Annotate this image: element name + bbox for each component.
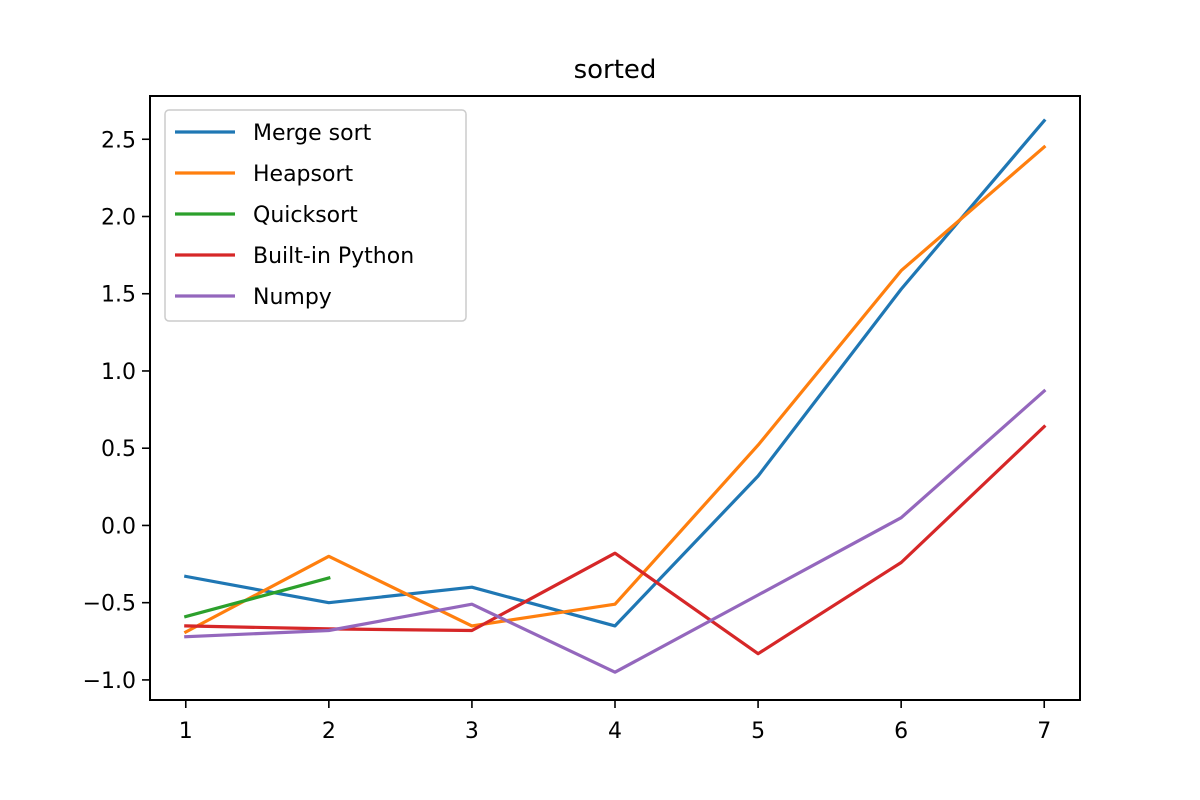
series-line-quicksort [183,576,331,619]
y-axis: −1.0 −0.5 0.0 0.5 1.0 1.5 2.0 2.5 [83,128,150,694]
legend-label: Built-in Python [253,244,414,269]
series-layer [183,118,1047,674]
legend: Merge sort Heapsort Quicksort Built-in Pyth… [164,109,467,322]
legend-label: Quicksort [253,203,358,228]
x-tick-label: 4 [608,719,622,744]
x-axis: 1 2 3 4 5 6 7 [179,700,1051,744]
y-tick-label: 2.0 [101,205,136,230]
x-tick-label: 1 [179,719,193,744]
legend-label: Numpy [253,285,332,310]
x-tick-label: 3 [465,719,479,744]
chart-title: sorted [574,55,657,85]
y-tick-label: 1.0 [101,360,136,385]
x-tick-label: 5 [751,719,765,744]
series-line-heapsort [183,144,1047,635]
series-line-merge-sort [183,118,1047,628]
legend-label: Merge sort [253,121,372,146]
y-tick-label: 2.5 [101,128,136,153]
y-tick-label: −1.0 [83,669,136,694]
x-tick-label: 6 [894,719,908,744]
y-tick-label: 1.5 [101,283,136,308]
x-tick-label: 2 [322,719,336,744]
y-tick-label: 0.5 [101,437,136,462]
y-tick-label: 0.0 [101,514,136,539]
x-tick-label: 7 [1037,719,1051,744]
series-line-built-in-python [184,424,1047,656]
legend-label: Heapsort [253,162,353,187]
y-tick-label: −0.5 [83,592,136,617]
legend-box [164,109,467,322]
series-line-numpy [184,388,1047,674]
